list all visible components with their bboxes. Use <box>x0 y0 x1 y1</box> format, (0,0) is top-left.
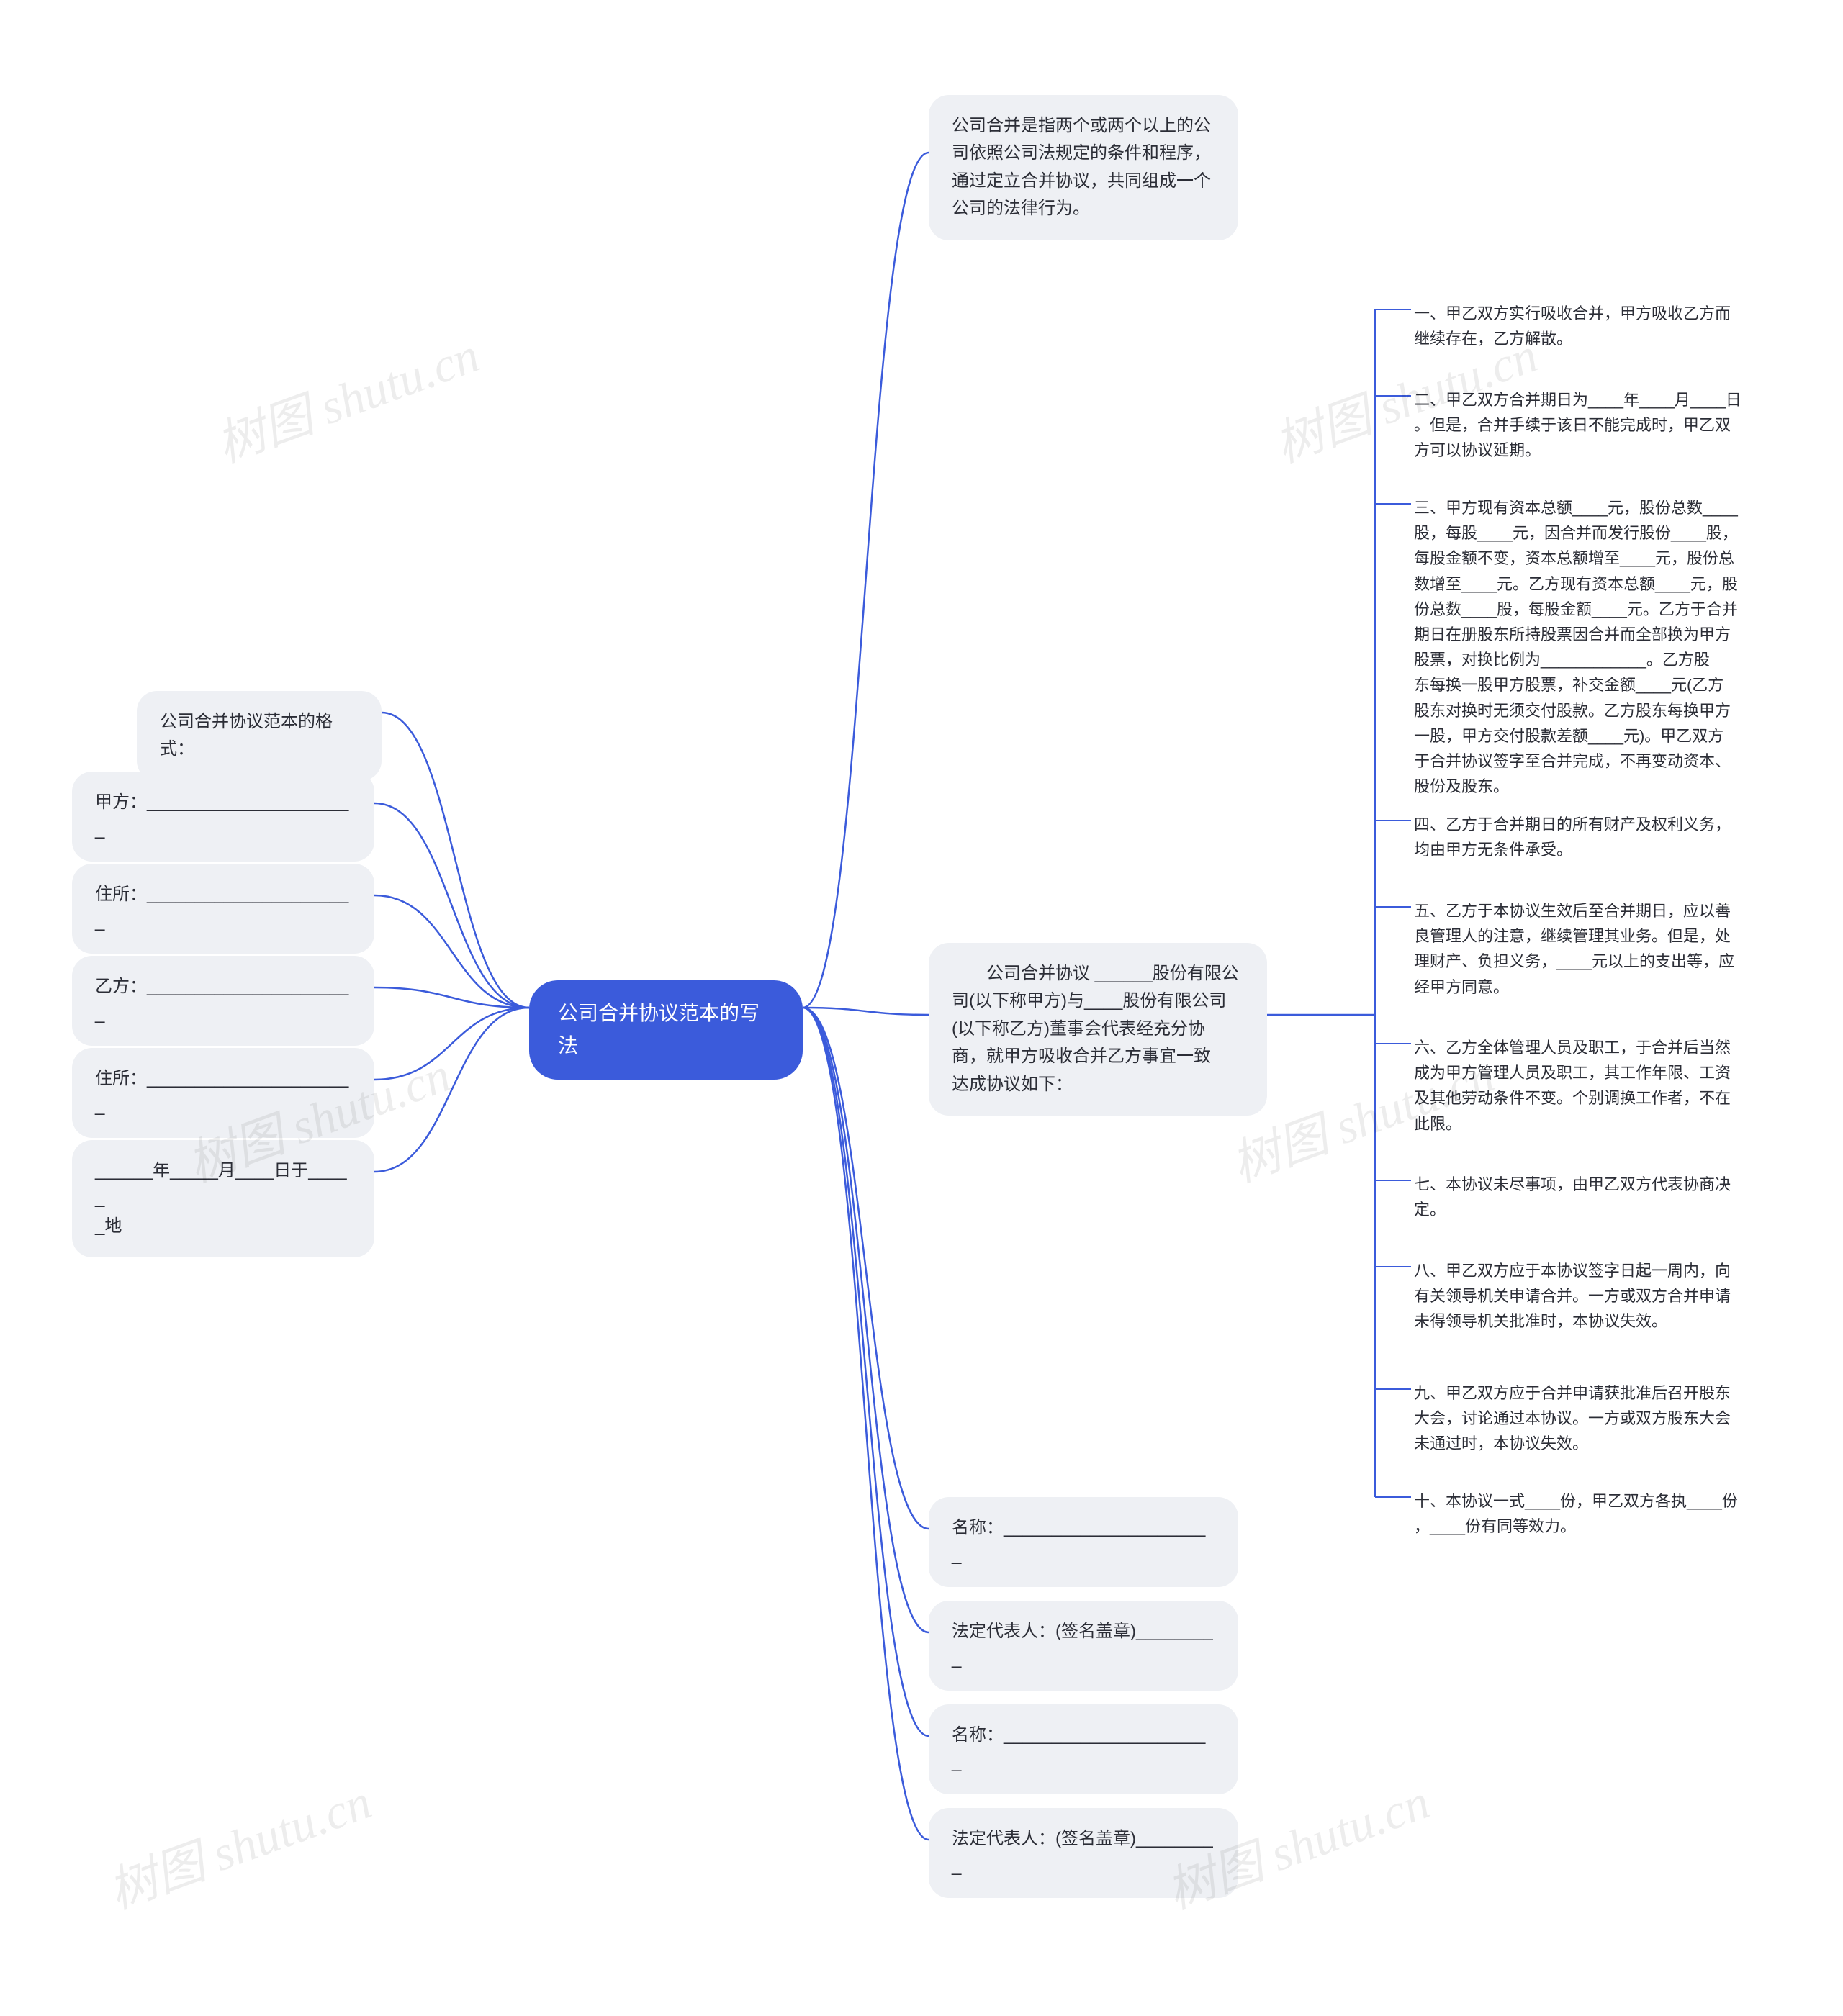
left-node-jiafang: 甲方：_____________________ _ <box>72 772 374 862</box>
right-node-mc1: 名称：_____________________ _ <box>929 1497 1238 1587</box>
right-node-def: 公司合并是指两个或两个以上的公 司依照公司法规定的条件和程序， 通过定立合并协议… <box>929 95 1238 240</box>
center-node: 公司合并协议范本的写法 <box>529 980 803 1080</box>
leaf-1: 二、甲乙双方合并期日为____年____月____日 。但是，合并手续于该日不能… <box>1411 381 1771 469</box>
left-node-yifang: 乙方：_____________________ _ <box>72 956 374 1046</box>
left-node-date: ______年_____月____日于_____ _地 <box>72 1140 374 1257</box>
left-node-zhusuo2: 住所：_____________________ _ <box>72 1048 374 1138</box>
mindmap-canvas: 公司合并协议范本的写法 公司合并协议范本的格式：甲方：______________… <box>0 0 1843 2016</box>
leaf-7: 八、甲乙双方应于本协议签字日起一周内，向 有关领导机关申请合并。一方或双方合并申… <box>1411 1252 1771 1340</box>
left-node-zhusuo1: 住所：_____________________ _ <box>72 864 374 954</box>
leaf-5: 六、乙方全体管理人员及职工，于合并后当然 成为甲方管理人员及职工，其工作年限、工… <box>1411 1029 1771 1142</box>
leaf-9: 十、本协议一式____份，甲乙双方各执____份 ，____份有同等效力。 <box>1411 1483 1771 1545</box>
leaf-3: 四、乙方于合并期日的所有财产及权利义务， 均由甲方无条件承受。 <box>1411 806 1771 868</box>
leaf-8: 九、甲乙双方应于合并申请获批准后召开股东 大会，讨论通过本协议。一方或双方股东大… <box>1411 1375 1771 1463</box>
leaf-0: 一、甲乙双方实行吸收合并，甲方吸收乙方而 继续存在，乙方解散。 <box>1411 295 1771 357</box>
left-node-fmt: 公司合并协议范本的格式： <box>137 691 382 781</box>
leaf-2: 三、甲方现有资本总额____元，股份总数____ 股，每股____元，因合并而发… <box>1411 489 1771 805</box>
leaf-6: 七、本协议未尽事项，由甲乙双方代表协商决 定。 <box>1411 1166 1771 1228</box>
leaf-4: 五、乙方于本协议生效后至合并期日，应以善 良管理人的注意，继续管理其业务。但是，… <box>1411 892 1771 1005</box>
right-node-mc2: 名称：_____________________ _ <box>929 1704 1238 1794</box>
right-node-agr: 公司合并协议 ______股份有限公 司(以下称甲方)与____股份有限公司 (… <box>929 943 1267 1116</box>
right-node-fdr2: 法定代表人：(签名盖章)________ _ <box>929 1808 1238 1898</box>
right-node-fdr1: 法定代表人：(签名盖章)________ _ <box>929 1601 1238 1691</box>
